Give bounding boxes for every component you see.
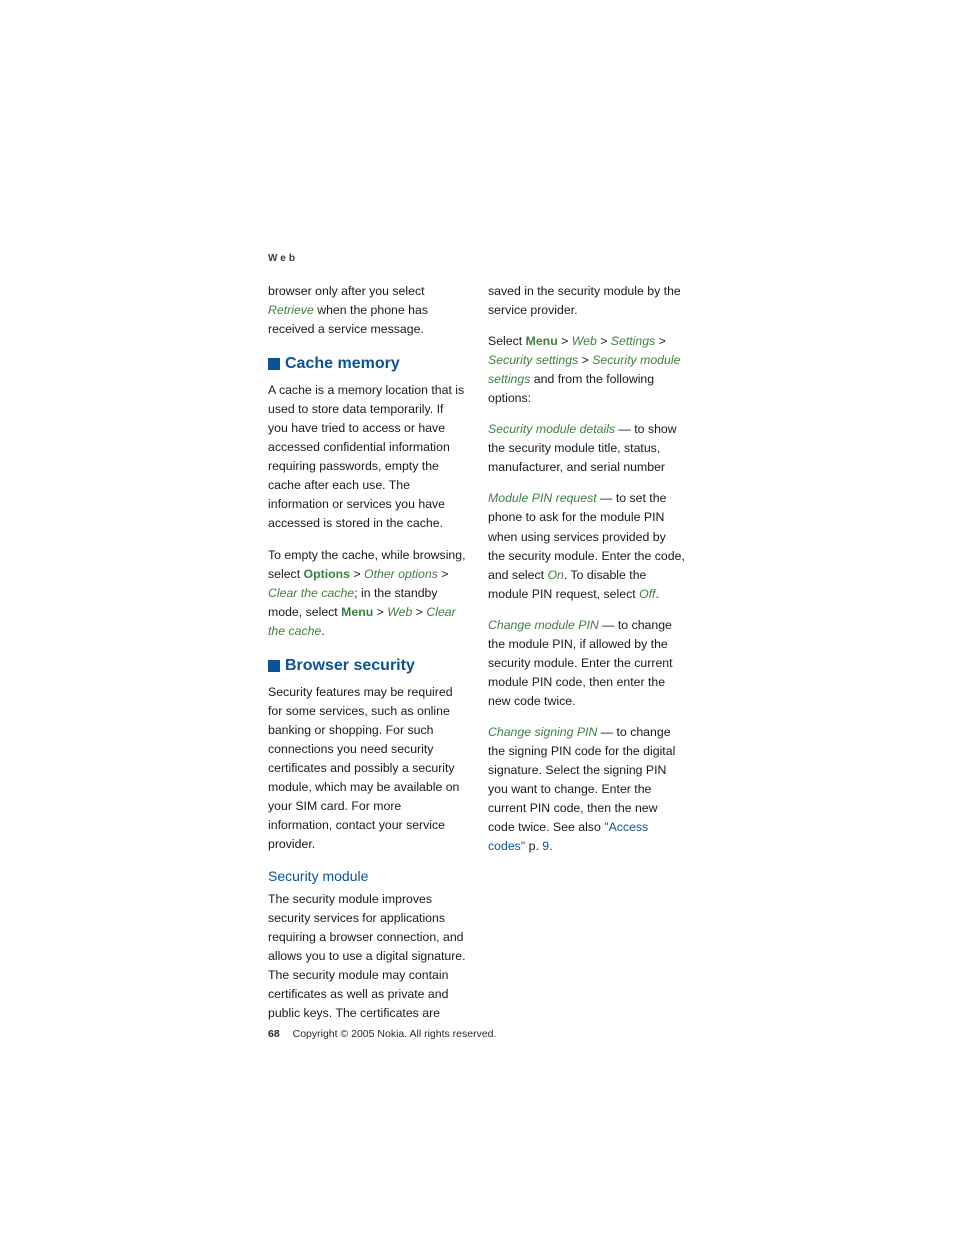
text: . <box>655 587 658 601</box>
option-label: Module PIN request <box>488 491 597 505</box>
heading-text: Browser security <box>285 657 415 675</box>
separator: > <box>350 567 364 581</box>
continuation-paragraph: saved in the security module by the serv… <box>488 282 686 320</box>
menu-term-other-options: Other options <box>364 567 438 581</box>
cache-paragraph-1: A cache is a memory location that is use… <box>268 381 466 533</box>
text: p. <box>525 839 542 853</box>
square-bullet-icon <box>268 358 280 370</box>
page-footer: 68 Copyright © 2005 Nokia. All rights re… <box>268 1028 496 1040</box>
intro-paragraph: browser only after you select Retrieve w… <box>268 282 466 339</box>
subheading-security-module: Security module <box>268 868 466 884</box>
option-text: — to change the signing PIN code for the… <box>488 725 675 834</box>
security-module-paragraph: The security module improves security se… <box>268 890 466 1023</box>
separator: > <box>578 353 592 367</box>
nav-path-paragraph: Select Menu > Web > Settings > Security … <box>488 332 686 408</box>
separator: > <box>373 605 387 619</box>
menu-term-web: Web <box>572 334 597 348</box>
option-label: Change module PIN <box>488 618 599 632</box>
menu-term-security-settings: Security settings <box>488 353 578 367</box>
heading-browser-security: Browser security <box>268 657 466 675</box>
separator: > <box>412 605 426 619</box>
square-bullet-icon <box>268 660 280 672</box>
option-module-pin-request: Module PIN request — to set the phone to… <box>488 489 686 603</box>
cache-paragraph-2: To empty the cache, while browsing, sele… <box>268 546 466 641</box>
separator: > <box>597 334 611 348</box>
menu-term-off: Off <box>639 587 655 601</box>
menu-term-menu: Menu <box>526 334 558 348</box>
text: . <box>549 839 552 853</box>
copyright-text: Copyright © 2005 Nokia. All rights reser… <box>293 1028 497 1040</box>
page-number: 68 <box>268 1028 280 1040</box>
text: Select <box>488 334 526 348</box>
menu-term-retrieve: Retrieve <box>268 303 314 317</box>
option-change-signing-pin: Change signing PIN — to change the signi… <box>488 723 686 856</box>
text: browser only after you select <box>268 284 425 298</box>
text: . <box>321 624 324 638</box>
menu-term-menu: Menu <box>341 605 373 619</box>
separator: > <box>655 334 666 348</box>
menu-term-options: Options <box>304 567 350 581</box>
menu-term-settings: Settings <box>611 334 655 348</box>
option-security-module-details: Security module details — to show the se… <box>488 420 686 477</box>
option-change-module-pin: Change module PIN — to change the module… <box>488 616 686 711</box>
heading-cache-memory: Cache memory <box>268 355 466 373</box>
separator: > <box>438 567 449 581</box>
right-column: saved in the security module by the serv… <box>488 282 686 1036</box>
option-label: Security module details <box>488 422 615 436</box>
section-header: Web <box>268 253 686 264</box>
heading-text: Cache memory <box>285 355 400 373</box>
document-page: Web browser only after you select Retrie… <box>268 253 686 1036</box>
left-column: browser only after you select Retrieve w… <box>268 282 466 1036</box>
browser-security-paragraph: Security features may be required for so… <box>268 683 466 854</box>
separator: > <box>558 334 572 348</box>
menu-term-clear-cache: Clear the cache <box>268 586 354 600</box>
two-column-layout: browser only after you select Retrieve w… <box>268 282 686 1036</box>
menu-term-on: On <box>547 568 563 582</box>
menu-term-web: Web <box>387 605 412 619</box>
option-label: Change signing PIN <box>488 725 597 739</box>
